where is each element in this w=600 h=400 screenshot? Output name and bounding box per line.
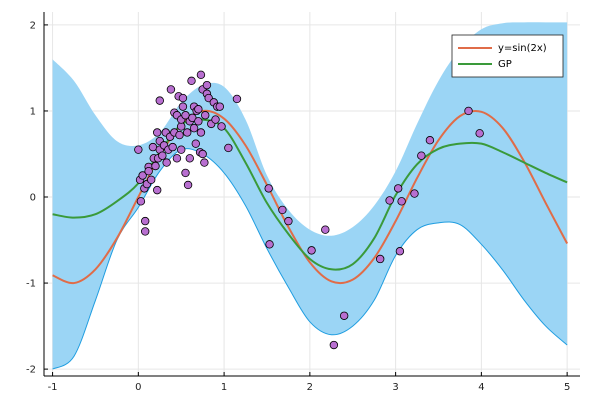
data-point-13 [151,161,160,171]
legend-label-true-function: y=sin(2x) [498,43,547,54]
x-tick-labels: -1 0 1 2 3 4 5 [48,382,571,393]
data-point-56 [198,149,207,159]
data-point-75 [307,246,316,255]
data-point-84 [410,189,419,198]
data-point-6 [140,227,150,236]
data-point-70 [232,94,242,104]
y-tick-label-2: 0 [30,193,36,204]
data-point-69 [224,143,233,153]
y-tick-label-3: 1 [30,106,36,117]
data-point-15 [153,128,162,137]
data-point-78 [339,311,349,320]
data-point-5 [140,216,150,226]
data-point-26 [166,85,176,94]
data-point-68 [217,122,226,131]
data-point-85 [417,151,426,160]
data-point-45 [187,76,196,86]
data-point-77 [329,340,339,350]
data-point-43 [185,154,194,163]
data-point-72 [265,240,274,249]
data-point-87 [464,106,473,116]
data-point-11 [148,142,158,152]
x-tick-label-0: -1 [48,382,58,393]
data-point-82 [395,247,405,256]
data-point-41 [183,128,192,137]
legend-box [451,34,564,78]
x-tick-label-6: 5 [564,382,570,393]
data-point-3 [138,171,147,180]
data-point-20 [158,151,167,160]
x-tick-label-2: 1 [221,382,227,393]
data-point-67 [215,102,225,111]
data-point-35 [177,122,186,131]
data-point-27 [168,142,177,152]
x-tick-label-5: 4 [478,382,484,393]
data-point-59 [201,111,210,120]
scatter-points [134,70,484,350]
data-point-79 [375,254,385,264]
data-point-55 [196,70,206,80]
data-point-86 [425,136,435,145]
data-point-2 [136,197,146,206]
data-point-54 [196,128,206,137]
data-point-65 [211,115,220,124]
x-tick-label-1: 0 [135,382,141,393]
data-point-40 [181,168,190,178]
data-point-80 [385,196,394,205]
data-point-71 [264,184,273,193]
x-tick-label-3: 2 [307,382,313,393]
data-point-33 [175,130,184,140]
y-tick-label-4: 2 [30,20,36,31]
data-point-23 [162,158,171,167]
data-point-52 [194,117,203,126]
y-tick-label-0: -2 [26,365,36,376]
data-point-74 [284,216,293,226]
data-point-38 [178,93,188,103]
y-tick-label-1: -1 [26,279,36,290]
data-point-0 [134,145,143,154]
data-point-61 [202,80,212,90]
legend-label-gp: GP [498,59,512,70]
axes [43,12,580,377]
data-point-10 [146,175,156,185]
data-point-88 [475,129,484,138]
x-tick-label-4: 3 [392,382,398,393]
data-point-19 [155,96,164,105]
legend: y=sin(2x) GP [451,34,564,78]
y-tick-labels: -2 -1 0 1 2 [26,20,36,375]
data-point-48 [189,123,199,133]
data-point-14 [153,185,162,195]
data-point-58 [200,158,209,167]
data-point-83 [397,197,406,206]
data-point-49 [191,139,200,148]
data-point-37 [178,102,188,111]
data-point-76 [321,225,330,234]
data-point-30 [172,154,182,163]
data-point-42 [183,180,193,190]
data-point-34 [177,145,186,154]
data-point-81 [393,184,403,193]
series-line-true-function [52,109,569,285]
band-lower-edge [52,148,568,370]
data-point-51 [194,105,203,114]
data-point-73 [278,205,287,215]
data-point-9 [144,166,153,176]
